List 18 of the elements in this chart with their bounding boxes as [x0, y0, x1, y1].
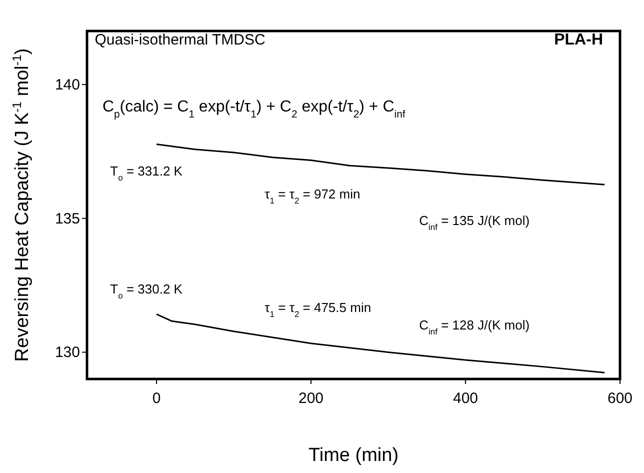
x-tick-label: 0	[152, 390, 161, 407]
annotation: Quasi-isothermal TMDSC	[94, 31, 266, 48]
x-tick-label: 600	[607, 390, 633, 407]
annotation: C$_{inf}$ = 128 J/(K mol)	[419, 317, 530, 336]
x-tick-label: 400	[452, 390, 478, 407]
y-tick-label: 135	[54, 210, 80, 228]
annotation: τ$_{1}$ = τ$_{2}$ = 475.5 min	[264, 300, 372, 320]
y-tick-label: 130	[54, 344, 80, 362]
annotation: C$_{inf}$ = 135 J/(K mol)	[419, 213, 530, 232]
annotation: PLA-H	[554, 31, 604, 48]
line-series	[156, 313, 606, 374]
annotation: T$_{o}$ = 331.2 K	[110, 164, 183, 183]
annotation: τ$_{1}$ = τ$_{2}$ = 972 min	[264, 186, 360, 206]
x-axis-title: Time (min)	[308, 445, 399, 466]
text: C$_{p}$(calc) = C$_{1}$ exp(-t/τ$_{1}$) + C$_{2}$ exp(-t/τ$_{2}$) + C$_{inf}$	[102, 98, 406, 120]
annotation: T$_{o}$ = 330.2 K	[110, 281, 183, 300]
y-tick-label: 140	[54, 76, 80, 94]
x-tick-label: 200	[298, 390, 324, 407]
